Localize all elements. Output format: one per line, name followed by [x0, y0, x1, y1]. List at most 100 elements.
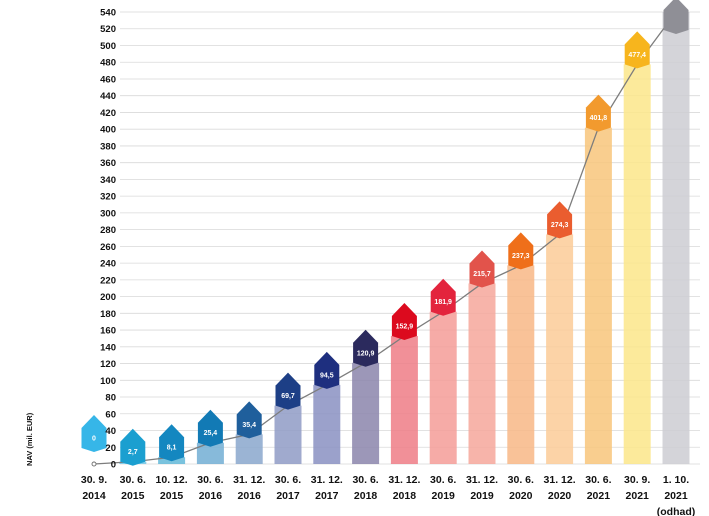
x-tick-label: 31. 12.: [544, 474, 576, 486]
x-tick-label: 31. 12.: [233, 474, 265, 486]
data-label: 8,1: [167, 445, 177, 452]
data-label: 0: [92, 436, 96, 443]
bar-body: [468, 283, 496, 464]
value-marker-6: 69,7: [275, 372, 301, 410]
x-tick-label: 2018: [354, 490, 378, 502]
marker-shape: [391, 303, 417, 341]
y-tick-label: 400: [100, 125, 116, 136]
bar-6: [274, 405, 302, 464]
x-tick-label: 2021: [664, 490, 688, 502]
bar-7: [313, 384, 341, 464]
x-tick-label: 2016: [238, 490, 262, 502]
y-tick-label: 80: [105, 393, 116, 404]
bar-9: [390, 336, 418, 464]
y-tick-label: 380: [100, 141, 116, 152]
y-tick-label: 60: [105, 409, 116, 420]
y-tick-label: 300: [100, 208, 116, 219]
value-marker-5: 35,4: [236, 401, 262, 439]
x-tick-label: 10. 12.: [156, 474, 188, 486]
x-tick-label: 2018: [393, 490, 417, 502]
bar-body: [196, 442, 224, 464]
value-marker-1: 0: [81, 415, 107, 452]
x-tick-label: 2021: [587, 490, 611, 502]
trend-point: [91, 461, 97, 467]
x-axis: 30. 9. 2014 30. 6. 2015 10. 12. 2015 30. 6. 201…: [81, 474, 695, 516]
data-label: 215,7: [473, 271, 491, 278]
x-tick-label: 1. 10.: [663, 474, 689, 486]
bar-body: [313, 384, 341, 464]
data-label: 181,9: [434, 299, 452, 306]
y-tick-label: 100: [100, 376, 116, 387]
data-label: 2,7: [128, 449, 138, 456]
y-tick-label: 180: [100, 309, 116, 320]
y-tick-label: 480: [100, 58, 116, 69]
data-label: 94,5: [320, 372, 334, 379]
y-tick-label: 120: [100, 359, 116, 370]
y-tick-label: 360: [100, 158, 116, 169]
x-tick-label: 2014: [82, 490, 106, 502]
y-tick-label: 520: [100, 24, 116, 35]
data-label: 477,4: [628, 52, 646, 59]
x-tick-label: 30. 6.: [430, 474, 456, 486]
bar-body: [507, 265, 535, 464]
bar-11: [468, 283, 496, 464]
y-tick-label: 340: [100, 175, 116, 186]
bar-8: [352, 362, 380, 464]
y-tick-label: 200: [100, 292, 116, 303]
marker-shape: [353, 329, 379, 367]
bar-4: [196, 442, 224, 464]
data-label: 152,9: [396, 324, 414, 331]
bar-body: [352, 362, 380, 464]
x-tick-label: 2019: [470, 490, 494, 502]
x-tick-label: 2020: [548, 490, 572, 502]
marker-shape: [585, 94, 611, 132]
bar-body: [623, 64, 651, 464]
bar-15: [623, 64, 651, 464]
y-axis-label: NAV (mil. EUR): [25, 412, 34, 466]
bar-body: [390, 336, 418, 464]
y-tick-label: 240: [100, 259, 116, 270]
x-tick-label: 2017: [315, 490, 339, 502]
value-marker-10: 181,9: [430, 278, 456, 316]
value-marker-13: 274,3: [547, 201, 573, 239]
marker-shape: [120, 428, 146, 466]
y-tick-label: 320: [100, 192, 116, 203]
x-tick-label: 30. 6.: [508, 474, 534, 486]
x-tick-label: 2017: [276, 490, 300, 502]
x-tick-label: 30. 6.: [197, 474, 223, 486]
y-tick-label: 500: [100, 41, 116, 52]
bar-5: [235, 434, 263, 464]
marker-shape: [159, 424, 185, 462]
data-label: 401,8: [590, 115, 608, 122]
x-tick-label: 2016: [199, 490, 223, 502]
value-marker-14: 401,8: [585, 94, 611, 132]
bar-16: [662, 12, 690, 464]
y-axis: 0 20 40 60 80 100 120 140 160 180 200 220 240 260 280 3…: [100, 8, 116, 471]
bar-body: [584, 127, 612, 464]
value-marker-3: 8,1: [159, 424, 185, 462]
trend-polyline: [93, 11, 677, 465]
value-marker-7: 94,5: [314, 351, 340, 389]
marker-shape: [430, 278, 456, 316]
x-tick-label: (odhad): [657, 506, 696, 516]
bar-body: [546, 234, 574, 464]
marker-shape: [508, 232, 534, 270]
x-tick-label: 31. 12.: [388, 474, 420, 486]
y-tick-label: 460: [100, 74, 116, 85]
y-tick-label: 20: [105, 443, 116, 454]
value-marker-4: 25,4: [197, 409, 223, 447]
data-label: 69,7: [281, 393, 295, 400]
value-marker-9: 152,9: [391, 303, 417, 341]
bar-14: [584, 127, 612, 464]
bar-13: [546, 234, 574, 464]
data-label: 25,4: [204, 430, 218, 437]
value-marker-8: 120,9: [353, 329, 379, 367]
bars: [119, 12, 690, 464]
data-label: 237,3: [512, 253, 530, 260]
bar-12: [507, 265, 535, 464]
x-tick-label: 30. 9.: [624, 474, 650, 486]
bar-body: [662, 12, 690, 464]
x-tick-label: 30. 6.: [120, 474, 146, 486]
x-tick-label: 2020: [509, 490, 533, 502]
x-tick-label: 2015: [121, 490, 145, 502]
